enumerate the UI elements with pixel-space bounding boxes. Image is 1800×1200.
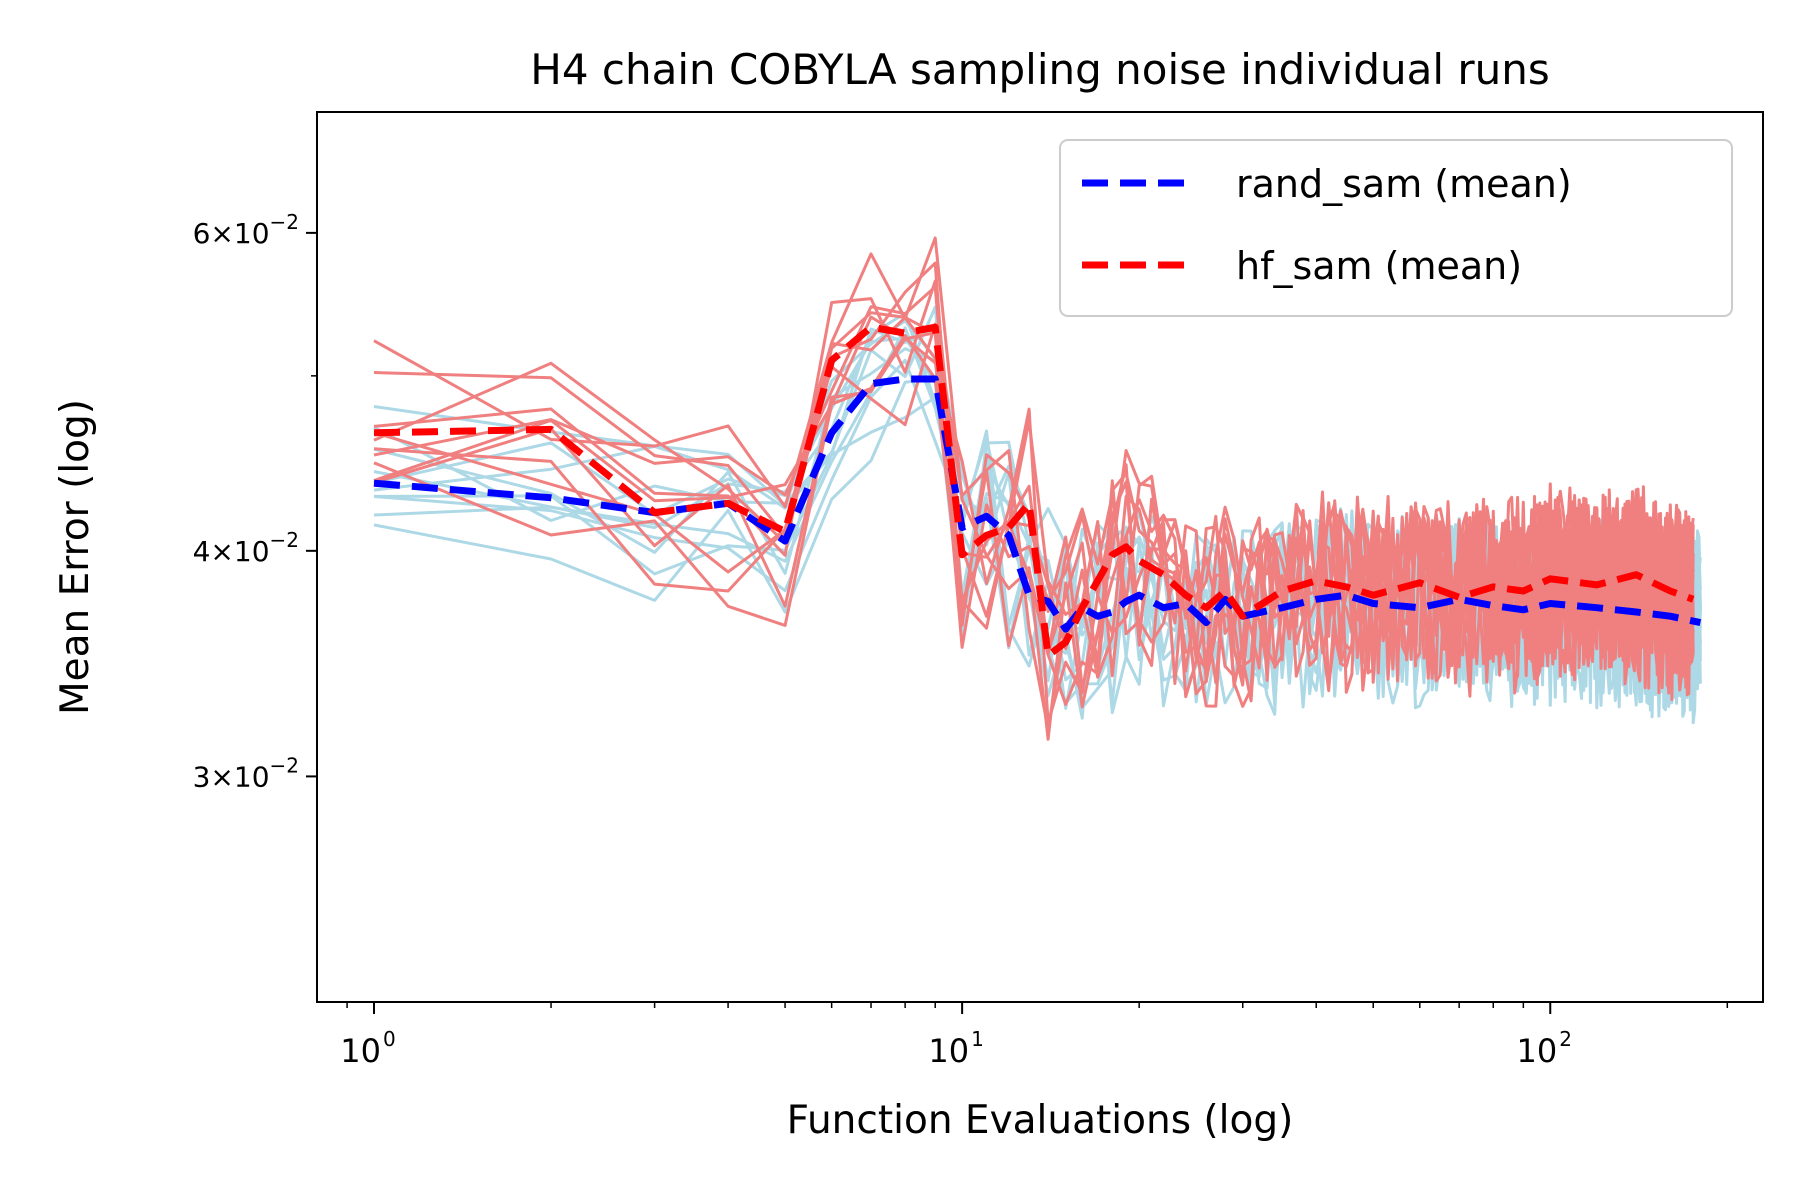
individual-runs: [373, 236, 1702, 741]
mean-series: [373, 323, 1702, 659]
x-tick-label: 10 1: [928, 1027, 983, 1070]
hf-sam-mean-line: [373, 323, 1695, 659]
plot-frame: [316, 111, 1764, 1003]
legend-box: [1059, 139, 1733, 317]
y-tick-label: 3×10−2: [193, 753, 299, 793]
legend: rand_sam (mean) hf_sam (mean): [1059, 139, 1733, 317]
x-tick-label: 10 2: [1517, 1027, 1572, 1070]
x-tick-label: 10 0: [340, 1027, 395, 1070]
y-axis-label: Mean Error (log): [53, 399, 98, 715]
y-tick-label: 4×10−2: [193, 528, 299, 568]
y-axis: 3×10−2 4×10−2 6×10−2: [193, 210, 317, 793]
y-tick-label: 6×10−2: [193, 210, 299, 250]
chart-title: H4 chain COBYLA sampling noise individua…: [530, 45, 1550, 94]
legend-label-rand-sam: rand_sam (mean): [1236, 162, 1572, 206]
x-axis-label: Function Evaluations (log): [787, 1098, 1294, 1143]
x-axis: 10 0 10 1 10 2: [340, 1002, 1729, 1070]
legend-label-hf-sam: hf_sam (mean): [1236, 244, 1522, 288]
hf-sam-run-line: [373, 334, 1695, 741]
hf-sam-run-line: [373, 331, 1695, 703]
rand-sam-mean-line: [373, 375, 1702, 633]
